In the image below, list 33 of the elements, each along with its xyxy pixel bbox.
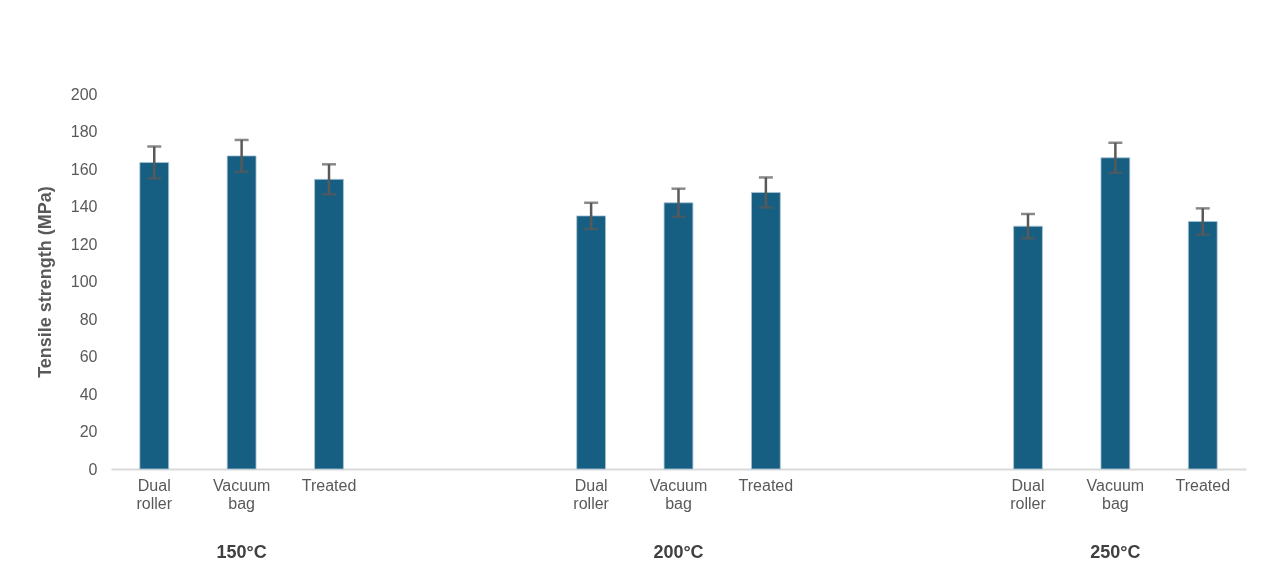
y-tick-label: 0 <box>88 460 98 478</box>
bar <box>1100 157 1131 470</box>
x-tick-label: Dual roller <box>573 476 610 512</box>
bar <box>139 162 170 470</box>
text: 200°C <box>653 542 704 562</box>
x-tick-label: Vacuum bag <box>649 476 708 512</box>
y-axis-title: Tensile strength (MPa) <box>34 186 55 378</box>
y-tick-label: 200 <box>70 85 98 103</box>
y-tick-label: 140 <box>70 198 98 215</box>
x-tick-label: Dual roller <box>136 476 173 512</box>
text: 150°C <box>216 542 267 562</box>
y-tick-label: 60 <box>79 348 98 365</box>
y-tick-label: 120 <box>70 235 98 253</box>
bar <box>1013 225 1043 470</box>
y-tick-label: 80 <box>79 310 98 328</box>
x-tick-label: Vacuum bag <box>1086 476 1145 512</box>
x-tick-label: Dual roller <box>1010 476 1047 512</box>
bar <box>1187 221 1218 470</box>
x-tick-label: Vacuum bag <box>212 476 271 512</box>
bar <box>226 155 257 470</box>
bar <box>576 215 606 470</box>
x-tick-label: Treated <box>1175 476 1231 494</box>
y-tick-label: 160 <box>70 160 98 178</box>
y-tick-label: 20 <box>79 423 98 440</box>
bar <box>314 178 344 470</box>
y-tick-label: 40 <box>79 385 98 403</box>
y-tick-label: 180 <box>70 123 98 140</box>
text: 250°C <box>1090 542 1141 562</box>
x-tick-label: Treated <box>738 476 794 494</box>
bar <box>663 202 694 470</box>
x-tick-label: Treated <box>301 476 357 494</box>
y-tick-label: 100 <box>70 273 98 290</box>
bar <box>751 192 781 470</box>
